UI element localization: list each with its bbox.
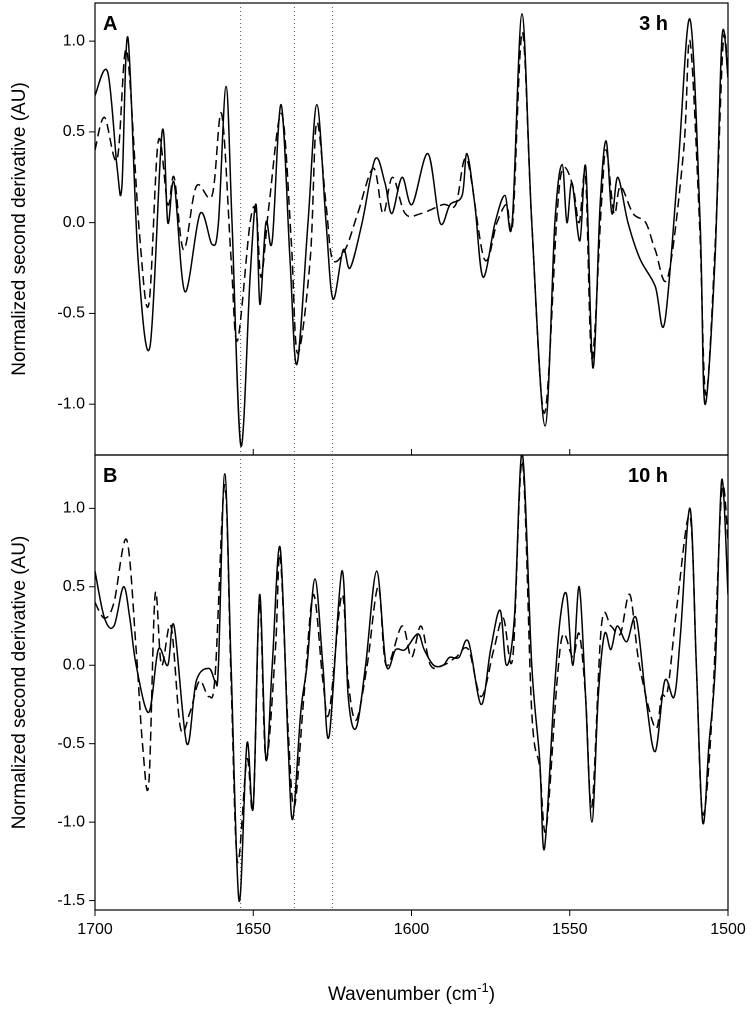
y-axis-label: Normalized second derivative (AU) [9,82,30,376]
x-axis-label-tail: ) [489,984,495,1005]
x-tick-label: 1700 [77,921,113,938]
y-tick-label: -0.5 [57,305,85,322]
y-tick-label: -0.5 [57,735,85,752]
series-line [95,455,728,902]
x-tick-label: 1600 [394,921,430,938]
series-group [95,455,728,902]
y-tick-label: 1.0 [63,500,85,517]
y-tick-label: 0.5 [63,123,85,140]
y-tick-label: -1.0 [57,813,85,830]
x-tick-label: 1550 [552,921,588,938]
series-group [95,13,728,447]
y-axis-label: Normalized second derivative (AU) [9,536,30,830]
panel-label: B [103,465,117,487]
series-line [95,460,728,864]
y-tick-label: 0.5 [63,578,85,595]
panel-annotation: 3 h [639,13,668,35]
x-tick-label: 1650 [235,921,271,938]
panel-label: A [103,13,117,35]
x-axis-label-sup: -1 [477,980,489,995]
x-axis-label: Wavenumber (cm-1) [328,980,495,1005]
plot-frame [94,2,729,456]
y-tick-label: 0.0 [63,656,85,673]
y-tick-label: 1.0 [63,32,85,49]
series-line [95,13,728,447]
panel-annotation: 10 h [628,465,668,487]
y-tick-label: 0.0 [63,214,85,231]
x-tick-label: 1500 [710,921,746,938]
x-axis-label-text: Wavenumber (cm [328,984,477,1005]
y-tick-label: -1.5 [57,892,85,909]
series-line [95,31,728,415]
plot-frame [94,454,729,911]
y-tick-label: -1.0 [57,395,85,412]
